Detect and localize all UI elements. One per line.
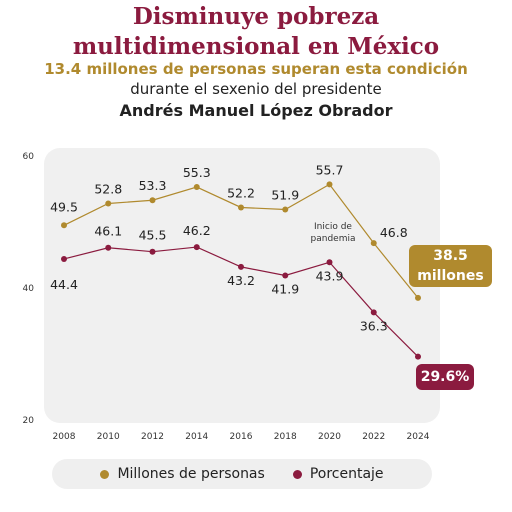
data-point-s0-2022: [370, 240, 377, 247]
title-line-1: Disminuye pobreza: [132, 3, 380, 30]
legend-dot-maroon: [292, 469, 302, 479]
data-point-s1-2018: [282, 272, 289, 279]
title-line-2: multidimensional en México: [72, 33, 440, 60]
data-point-s1-2010: [105, 244, 112, 251]
x-tick-label-2016: 2016: [230, 432, 253, 442]
callout-porcentaje: 29.6%: [416, 364, 474, 390]
x-tick-label-2012: 2012: [141, 432, 164, 442]
data-point-s1-2020: [326, 259, 333, 266]
data-point-s0-2018: [282, 206, 289, 213]
data-label-s0-2022: 46.8: [380, 225, 408, 240]
legend-dot-gold: [100, 469, 110, 479]
data-label-s0-2016: 52.2: [227, 185, 255, 200]
data-label-s0-2014: 55.3: [183, 165, 211, 180]
y-tick-label-40: 40: [23, 284, 35, 294]
data-point-s0-2024: [415, 294, 421, 301]
data-label-s0-2018: 51.9: [271, 187, 299, 202]
data-label-s1-2018: 41.9: [271, 281, 299, 296]
data-label-s0-2008: 49.5: [50, 199, 78, 214]
data-label-s1-2014: 46.2: [183, 223, 211, 238]
plot-background: [44, 148, 440, 423]
data-label-s1-2010: 46.1: [94, 224, 122, 239]
legend-item-millones: Millones de personas: [100, 466, 265, 482]
data-point-s1-2014: [193, 244, 200, 251]
data-label-s1-2012: 45.5: [139, 228, 167, 243]
callout-millones-value: 38.5: [433, 248, 468, 264]
y-tick-label-20: 20: [23, 416, 35, 426]
data-point-s0-2014: [193, 184, 200, 191]
x-tick-label-2024: 2024: [407, 432, 430, 442]
data-label-s1-2016: 43.2: [227, 273, 255, 288]
annotation-pandemia-line1: Inicio de: [314, 222, 352, 232]
data-label-s1-2022: 36.3: [360, 318, 388, 333]
callout-millones: 38.5 millones: [409, 245, 492, 287]
x-tick-label-2014: 2014: [185, 432, 208, 442]
data-point-s1-2008: [61, 255, 67, 262]
callout-millones-unit: millones: [417, 268, 484, 284]
chart-title: Disminuye pobreza multidimensional en Mé…: [0, 2, 512, 62]
data-point-s0-2012: [149, 197, 156, 204]
x-tick-label-2008: 2008: [53, 432, 76, 442]
data-point-s0-2008: [61, 222, 67, 229]
y-tick-label-60: 60: [23, 152, 35, 162]
data-label-s1-2020: 43.9: [316, 268, 344, 283]
data-label-s0-2012: 53.3: [139, 178, 167, 193]
legend-item-porcentaje: Porcentaje: [292, 466, 384, 482]
annotation-pandemia-line2: pandemia: [311, 234, 356, 244]
data-point-s0-2020: [326, 181, 333, 188]
subtitle-highlight: 13.4 millones de personas superan esta c…: [44, 60, 468, 78]
data-point-s1-2016: [238, 263, 244, 270]
legend: Millones de personas Porcentaje: [52, 459, 432, 489]
x-tick-label-2020: 2020: [318, 432, 341, 442]
data-point-s1-2024: [415, 353, 421, 360]
data-point-s1-2012: [149, 248, 156, 255]
x-tick-label-2018: 2018: [274, 432, 297, 442]
subtitle-line-2: durante el sexenio del presidente: [130, 80, 382, 98]
x-tick-label-2010: 2010: [97, 432, 120, 442]
legend-label-millones: Millones de personas: [117, 466, 265, 482]
data-label-s1-2008: 44.4: [50, 277, 78, 292]
data-label-s0-2020: 55.7: [316, 162, 344, 177]
legend-label-porcentaje: Porcentaje: [309, 466, 384, 482]
x-tick-label-2022: 2022: [362, 432, 385, 442]
data-point-s0-2016: [238, 204, 244, 211]
data-point-s0-2010: [105, 200, 112, 207]
data-label-s0-2010: 52.8: [94, 182, 122, 197]
subtitle-line-3: Andrés Manuel López Obrador: [119, 101, 393, 120]
data-point-s1-2022: [370, 309, 377, 316]
